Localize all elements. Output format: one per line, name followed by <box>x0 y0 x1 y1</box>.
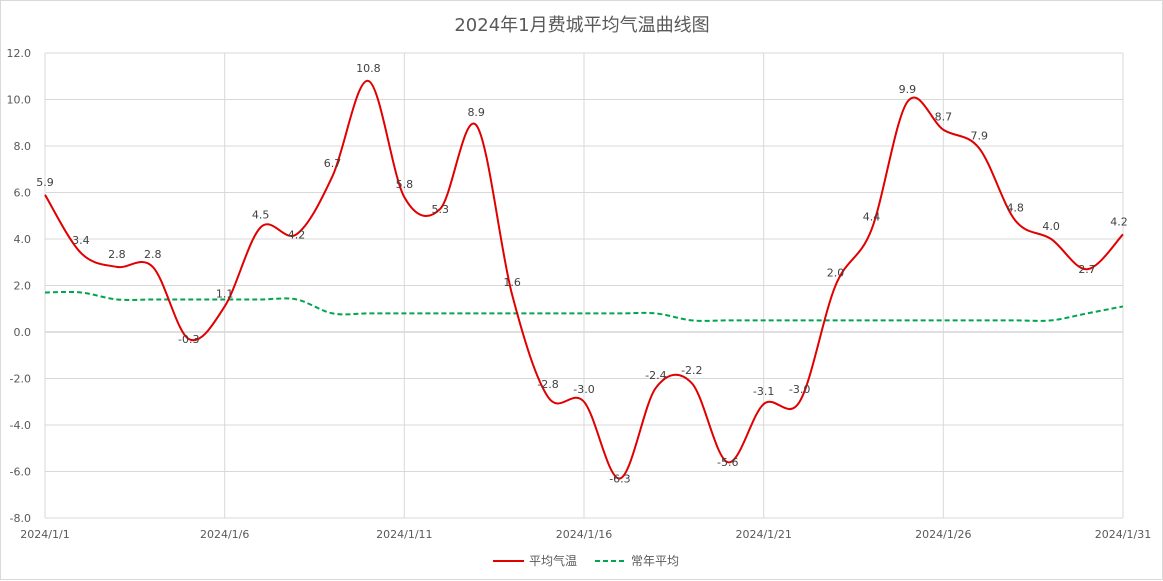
y-tick-label: 4.0 <box>14 233 32 246</box>
data-label: 10.8 <box>356 62 381 75</box>
data-label: 4.8 <box>1006 201 1024 214</box>
x-tick-label: 2024/1/26 <box>915 528 971 541</box>
data-label: -5.6 <box>717 456 738 469</box>
y-tick-label: -8.0 <box>10 512 31 525</box>
data-label: -3.0 <box>573 383 594 396</box>
legend-label-0: 平均气温 <box>529 553 577 568</box>
x-tick-label: 2024/1/6 <box>200 528 249 541</box>
y-tick-label: -2.0 <box>10 373 31 386</box>
y-axis-tick-labels: 12.0 10.0 8.0 6.0 4.0 2.0 0.0 -2.0 -4.0 -6.0 -8.0 <box>7 47 32 525</box>
data-label: -2.8 <box>537 378 558 391</box>
data-label: -3.1 <box>753 385 774 398</box>
data-label: 4.2 <box>288 228 306 241</box>
data-label: 7.9 <box>971 129 989 142</box>
data-label: 9.9 <box>899 83 917 96</box>
legend: 平均气温 常年平均 <box>493 553 679 568</box>
data-label: 1.1 <box>216 287 234 300</box>
data-label: 5.8 <box>396 178 414 191</box>
data-label: 4.0 <box>1042 220 1060 233</box>
data-label: 5.9 <box>36 176 54 189</box>
chart-title: 2024年1月费城平均气温曲线图 <box>454 15 709 36</box>
data-label: 4.5 <box>252 208 270 221</box>
data-label: 3.4 <box>72 234 90 247</box>
y-tick-label: 6.0 <box>14 187 32 200</box>
series-line-1 <box>44 290 1124 322</box>
data-label: -3.0 <box>789 383 810 396</box>
grid-lines <box>44 52 1124 519</box>
data-label: 1.6 <box>503 276 521 289</box>
x-tick-label: 2024/1/1 <box>20 528 69 541</box>
data-label: 2.8 <box>108 248 126 261</box>
data-labels: 5.9 3.4 2.8 2.8 -0.3 1.1 4.5 4.2 6.7 10.8 5.8 5.3 8.… <box>36 62 1128 486</box>
y-tick-label: -4.0 <box>10 419 31 432</box>
data-label: -2.2 <box>681 364 702 377</box>
y-tick-label: 8.0 <box>14 140 32 153</box>
y-tick-label: 2.0 <box>14 280 32 293</box>
data-label: 6.7 <box>324 157 342 170</box>
series-line-0 <box>44 79 1124 480</box>
data-label: -6.3 <box>609 472 630 485</box>
series-lines <box>44 79 1124 480</box>
x-tick-label: 2024/1/21 <box>735 528 791 541</box>
data-label: 8.7 <box>935 111 953 124</box>
y-tick-label: -6.0 <box>10 466 31 479</box>
data-label: 2.8 <box>144 248 162 261</box>
x-tick-label: 2024/1/31 <box>1095 528 1151 541</box>
x-tick-label: 2024/1/16 <box>556 528 612 541</box>
data-label: -0.3 <box>178 333 199 346</box>
legend-label-1: 常年平均 <box>631 554 679 568</box>
data-label: 2.7 <box>1078 263 1096 276</box>
y-tick-label: 12.0 <box>7 47 32 60</box>
data-label: 4.2 <box>1110 215 1128 228</box>
data-label: 2.0 <box>827 267 845 280</box>
x-tick-label: 2024/1/11 <box>376 528 432 541</box>
data-label: 8.9 <box>467 106 485 119</box>
data-label: -2.4 <box>645 369 666 382</box>
data-label: 4.4 <box>863 211 881 224</box>
y-tick-label: 0.0 <box>14 326 32 339</box>
data-label: 5.3 <box>432 203 450 216</box>
y-tick-label: 10.0 <box>7 94 32 107</box>
x-axis-tick-labels: 2024/1/1 2024/1/6 2024/1/11 2024/1/16 2024/1… <box>20 528 1151 541</box>
